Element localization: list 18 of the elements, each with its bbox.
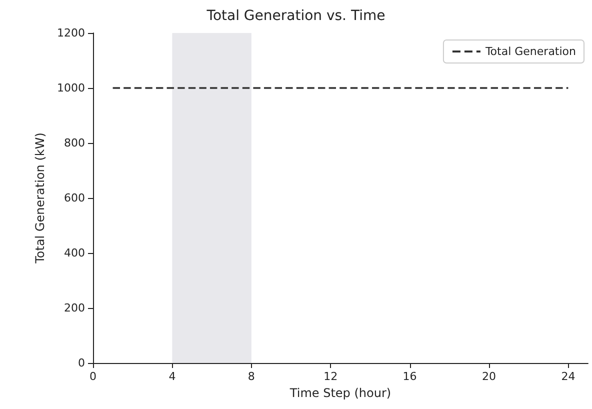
x-tick-label: 8 <box>248 370 255 383</box>
x-tick-label: 24 <box>561 370 576 383</box>
y-tick-label: 1200 <box>57 26 85 40</box>
y-tick-label: 800 <box>64 136 85 150</box>
x-tick-label: 16 <box>402 370 417 383</box>
x-tick-label: 0 <box>90 370 96 383</box>
y-tick-label: 200 <box>64 302 85 314</box>
x-tick-label: 20 <box>482 370 496 383</box>
chart-title: Total Generation vs. Time <box>206 8 386 24</box>
x-tick-label: 12 <box>324 370 338 383</box>
x-axis-title: Time Step (hour) <box>288 386 392 400</box>
y-tick-label: 1000 <box>57 82 85 94</box>
legend-label: Total Generation <box>484 45 576 58</box>
y-tick-label: 400 <box>64 246 85 260</box>
y-axis-title: Total Generation (kW) <box>33 132 48 264</box>
y-tick-label: 0 <box>78 356 85 370</box>
y-tick-label: 600 <box>64 192 85 204</box>
x-tick-label: 4 <box>168 370 176 383</box>
